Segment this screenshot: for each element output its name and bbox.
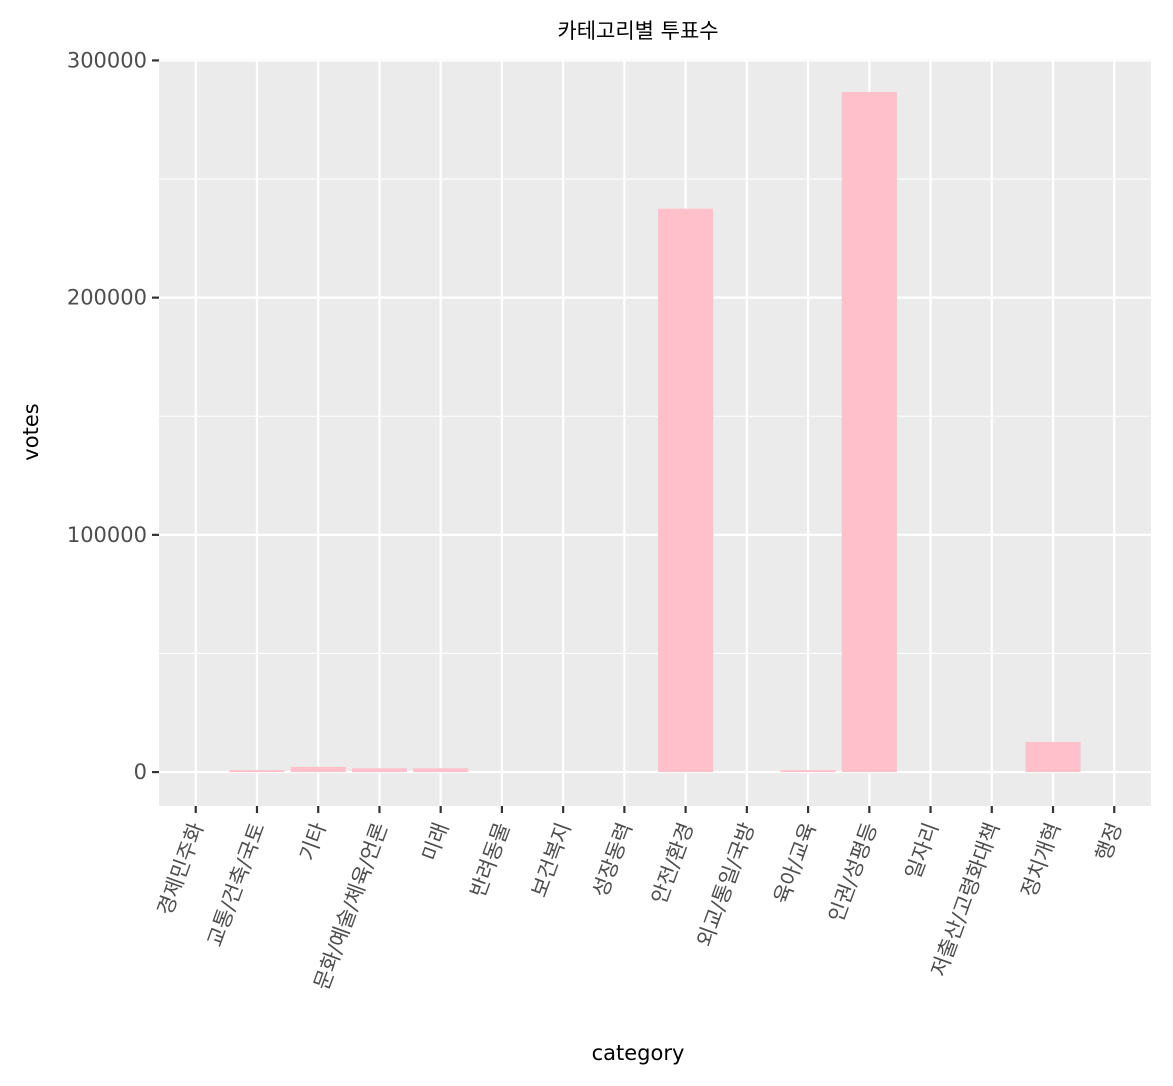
y-tick-label: 300000 (67, 48, 147, 72)
bar (229, 770, 285, 773)
x-tick-label: 외교/통일/국방 (693, 820, 760, 950)
chart-title: 카테고리별 투표수 (557, 19, 718, 43)
x-tick-label: 성장동력 (588, 820, 637, 901)
x-tick-label: 미래 (418, 820, 454, 865)
y-tick-label: 200000 (67, 286, 147, 310)
x-tick-label: 행정 (1091, 820, 1127, 865)
x-tick-label: 인권/성평등 (824, 820, 882, 926)
bar (413, 768, 469, 773)
bar (658, 208, 714, 773)
x-tick-label: 경제민주화 (153, 820, 209, 919)
x-tick-label: 교통/건축/국토 (203, 820, 270, 950)
x-tick-label: 육아/교육 (769, 820, 820, 907)
minor-gridlines (159, 178, 1151, 655)
x-axis-title: category (592, 1041, 685, 1065)
x-tick-label: 저출산/고령화대책 (927, 820, 1005, 980)
bar (351, 768, 407, 773)
x-tick-label: 반려동물 (466, 820, 515, 901)
bar (780, 770, 836, 773)
major-gridlines (159, 59, 1151, 806)
bars (229, 91, 1081, 773)
bar (841, 91, 897, 773)
x-tick-label: 안전/환경 (647, 820, 698, 907)
y-axis: 0 100000 200000 300000 (67, 48, 159, 784)
x-tick-label: 기타 (295, 820, 331, 865)
bar (290, 766, 346, 773)
y-tick-label: 100000 (67, 523, 147, 547)
x-tick-label: 정치개혁 (1017, 820, 1066, 901)
x-tick-label: 일자리 (901, 820, 943, 883)
y-tick-label: 0 (134, 760, 147, 784)
x-tick-label: 보건복지 (527, 820, 576, 901)
plot-panel (159, 59, 1151, 806)
bar (1025, 741, 1081, 773)
y-axis-title: votes (19, 403, 43, 460)
